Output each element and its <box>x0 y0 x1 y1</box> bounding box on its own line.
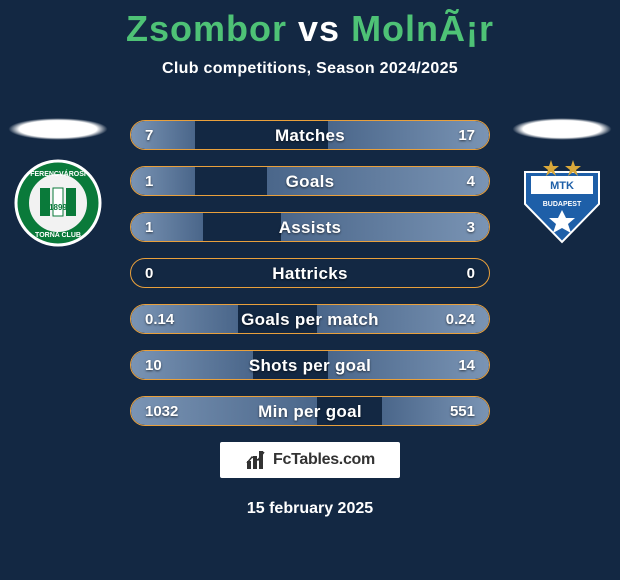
player2-name: MolnÃ¡r <box>351 8 494 49</box>
stat-row: 717Matches <box>130 120 490 150</box>
stat-row: 00Hattricks <box>130 258 490 288</box>
stat-row: 13Assists <box>130 212 490 242</box>
svg-text:1899: 1899 <box>49 203 67 212</box>
brand-text: FcTables.com <box>273 451 375 469</box>
club-crest-left: FERENCVÁROSI TORNA CLUB 1899 <box>8 118 108 238</box>
svg-text:FERENCVÁROSI: FERENCVÁROSI <box>30 169 86 178</box>
player1-name: Zsombor <box>126 8 287 49</box>
stat-label: Matches <box>131 121 489 149</box>
title: Zsombor vs MolnÃ¡r <box>0 0 620 50</box>
svg-text:MTK: MTK <box>550 180 574 192</box>
crest-shadow <box>8 118 108 140</box>
crest-left-icon: FERENCVÁROSI TORNA CLUB 1899 <box>13 158 103 248</box>
stat-row: 1014Shots per goal <box>130 350 490 380</box>
club-crest-right: MTK BUDAPEST <box>512 118 612 238</box>
crest-right-icon: MTK BUDAPEST <box>517 158 607 248</box>
stat-label: Min per goal <box>131 397 489 425</box>
stat-label: Shots per goal <box>131 351 489 379</box>
crest-shadow <box>512 118 612 140</box>
stat-row: 14Goals <box>130 166 490 196</box>
stat-row: 1032551Min per goal <box>130 396 490 426</box>
svg-text:TORNA CLUB: TORNA CLUB <box>35 232 81 239</box>
stat-label: Hattricks <box>131 259 489 287</box>
svg-text:BUDAPEST: BUDAPEST <box>543 201 582 208</box>
stat-label: Assists <box>131 213 489 241</box>
brand-logo-box: FcTables.com <box>220 442 400 478</box>
date: 15 february 2025 <box>0 500 620 518</box>
stat-label: Goals <box>131 167 489 195</box>
vs-text: vs <box>298 8 340 49</box>
stat-row: 0.140.24Goals per match <box>130 304 490 334</box>
comparison-bars: 717Matches 14Goals 13Assists 00Hattricks 0.1… <box>130 120 490 442</box>
stat-label: Goals per match <box>131 305 489 333</box>
subtitle: Club competitions, Season 2024/2025 <box>0 60 620 78</box>
brand-logo-icon <box>245 449 267 471</box>
